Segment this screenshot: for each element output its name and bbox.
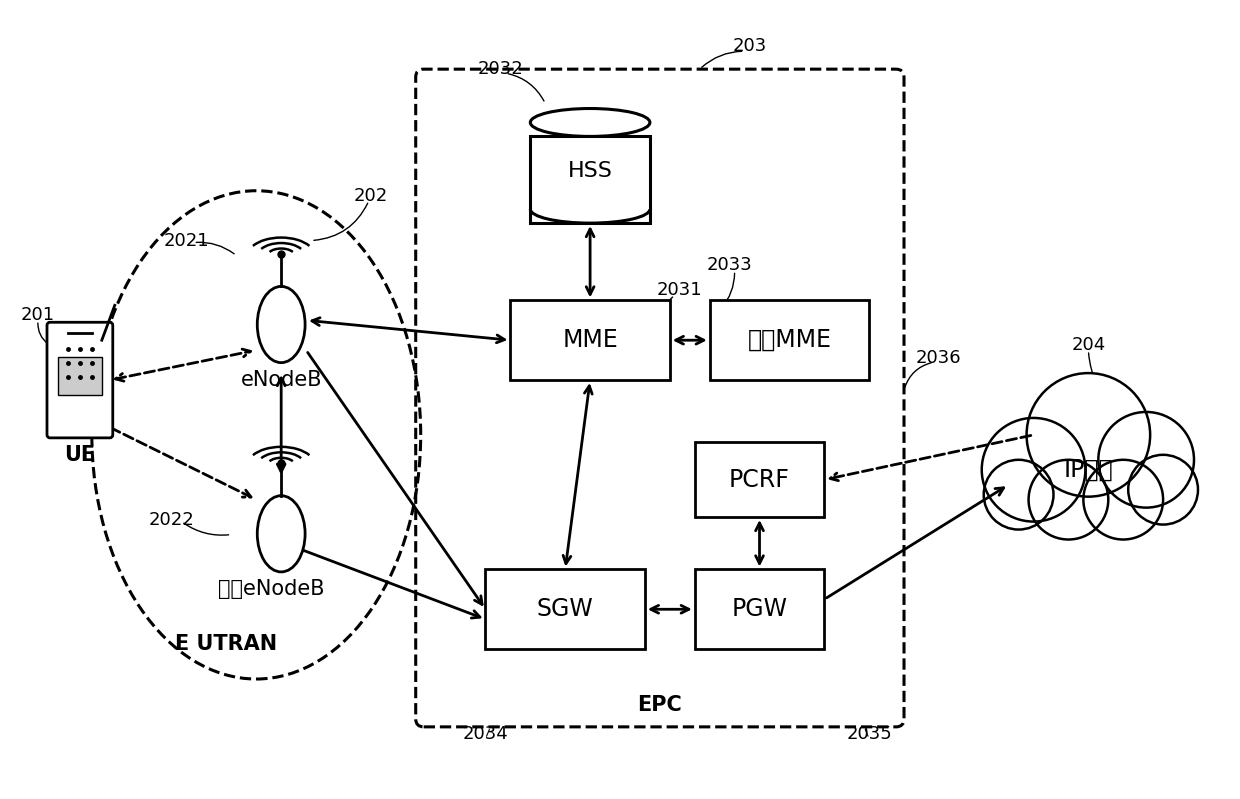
Bar bbox=[709, 300, 869, 380]
Text: 201: 201 bbox=[21, 306, 55, 324]
FancyBboxPatch shape bbox=[47, 322, 113, 438]
Text: 204: 204 bbox=[1071, 336, 1106, 354]
Text: SGW: SGW bbox=[537, 598, 594, 622]
Bar bbox=[486, 570, 645, 649]
Bar bbox=[511, 300, 670, 380]
Text: EPC: EPC bbox=[637, 695, 682, 715]
Circle shape bbox=[1128, 455, 1198, 525]
Text: 2032: 2032 bbox=[477, 60, 523, 78]
Ellipse shape bbox=[257, 495, 305, 572]
Bar bbox=[694, 570, 825, 649]
Text: 其它eNodeB: 其它eNodeB bbox=[218, 579, 325, 599]
Bar bbox=[58, 357, 102, 395]
Text: eNodeB: eNodeB bbox=[241, 370, 322, 390]
Bar bbox=[531, 137, 650, 223]
Circle shape bbox=[982, 418, 1085, 522]
Circle shape bbox=[1099, 412, 1194, 507]
Text: 2033: 2033 bbox=[707, 256, 753, 275]
Text: 其它MME: 其它MME bbox=[748, 328, 831, 352]
Ellipse shape bbox=[531, 109, 650, 137]
Text: E UTRAN: E UTRAN bbox=[175, 634, 278, 654]
Text: UE: UE bbox=[64, 445, 95, 465]
Text: PGW: PGW bbox=[732, 598, 787, 622]
Bar bbox=[694, 443, 825, 517]
Text: 2034: 2034 bbox=[463, 725, 508, 743]
Text: 203: 203 bbox=[733, 38, 766, 55]
Text: 2022: 2022 bbox=[149, 511, 195, 529]
Text: 2035: 2035 bbox=[846, 725, 892, 743]
Text: HSS: HSS bbox=[568, 161, 613, 181]
Circle shape bbox=[1028, 459, 1109, 539]
Text: 2031: 2031 bbox=[657, 281, 703, 300]
Text: 202: 202 bbox=[353, 187, 388, 205]
Text: 2021: 2021 bbox=[164, 232, 210, 249]
Circle shape bbox=[983, 459, 1054, 530]
Circle shape bbox=[1084, 459, 1163, 539]
Text: 2036: 2036 bbox=[916, 349, 962, 368]
Text: PCRF: PCRF bbox=[729, 467, 790, 491]
Text: IP业务: IP业务 bbox=[1064, 458, 1114, 482]
Text: MME: MME bbox=[562, 328, 618, 352]
Ellipse shape bbox=[257, 286, 305, 363]
Circle shape bbox=[1027, 373, 1151, 497]
